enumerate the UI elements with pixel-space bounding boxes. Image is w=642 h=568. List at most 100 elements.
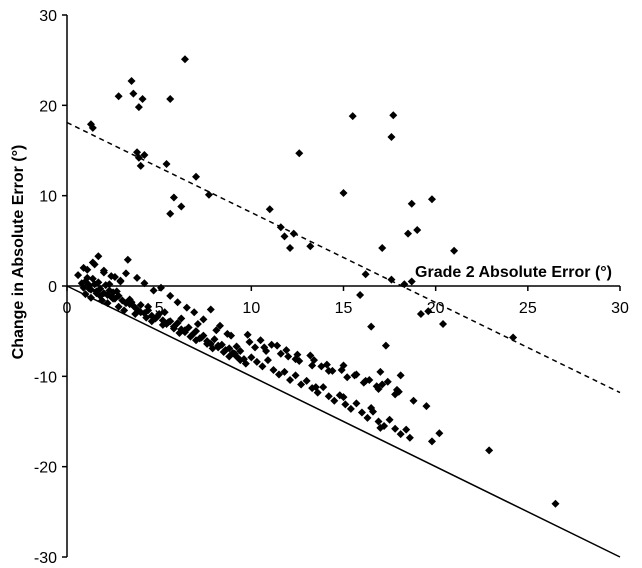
data-point: [133, 273, 142, 282]
data-point: [144, 302, 153, 311]
data-point: [114, 302, 123, 311]
data-point: [192, 336, 201, 345]
data-point: [322, 360, 331, 369]
data-point: [352, 399, 361, 408]
data-point: [324, 366, 333, 375]
data-point: [339, 188, 348, 197]
data-point: [368, 407, 377, 416]
data-point: [79, 263, 88, 272]
data-point: [88, 258, 97, 267]
data-point: [276, 349, 285, 358]
data-point: [166, 209, 175, 218]
data-point: [324, 392, 333, 401]
data-point: [245, 338, 254, 347]
data-point: [136, 161, 145, 170]
data-point: [380, 422, 389, 431]
data-point: [297, 380, 306, 389]
data-point: [343, 373, 352, 382]
data-point: [374, 384, 383, 393]
data-point: [129, 89, 138, 98]
data-point: [407, 277, 416, 286]
data-point: [280, 367, 289, 376]
data-point: [391, 424, 400, 433]
data-point: [227, 331, 236, 340]
y-tick-label: 10: [39, 189, 57, 206]
data-point: [153, 312, 162, 321]
data-point: [416, 310, 425, 319]
data-point: [284, 352, 293, 361]
data-point: [109, 294, 118, 303]
data-point: [258, 362, 267, 371]
data-point: [79, 283, 88, 292]
data-point: [105, 280, 114, 289]
data-point: [120, 306, 129, 315]
data-point: [94, 278, 103, 287]
data-point: [383, 377, 392, 386]
data-point: [169, 193, 178, 202]
data-point: [169, 324, 178, 333]
data-point: [177, 202, 186, 211]
data-point: [134, 153, 143, 162]
data-point: [335, 391, 344, 400]
data-point: [439, 319, 448, 328]
data-point: [219, 347, 228, 356]
data-point: [427, 195, 436, 204]
trend-lines: [66, 121, 621, 558]
x-tick-label: 5: [155, 300, 164, 317]
data-point: [206, 305, 215, 314]
data-point: [175, 328, 184, 337]
data-point: [387, 275, 396, 284]
x-tick-label: 25: [519, 300, 537, 317]
data-point: [190, 308, 199, 317]
data-point: [357, 408, 366, 417]
data-point: [337, 366, 346, 375]
data-point: [280, 232, 289, 241]
data-point: [147, 317, 156, 326]
data-point: [114, 92, 123, 101]
y-tick-label: 0: [48, 279, 57, 296]
x-axis-title: Grade 2 Absolute Error (°): [415, 264, 612, 281]
data-point: [274, 370, 283, 379]
dashed-trend-line: [66, 121, 621, 394]
data-point: [389, 111, 398, 120]
data-point: [140, 279, 149, 288]
data-point: [134, 103, 143, 112]
data-point: [197, 333, 206, 342]
data-point: [267, 340, 276, 349]
data-point: [192, 327, 201, 336]
data-point: [149, 286, 158, 295]
solid-reference-line: [66, 285, 621, 558]
data-point: [182, 303, 191, 312]
data-point: [247, 353, 256, 362]
data-point: [308, 361, 317, 370]
y-tick-label: -10: [34, 369, 57, 386]
data-point: [230, 349, 239, 358]
data-point: [308, 384, 317, 393]
data-point: [160, 308, 169, 317]
data-point: [212, 326, 221, 335]
data-point: [173, 319, 182, 328]
data-point: [127, 76, 136, 85]
data-point: [365, 375, 374, 384]
data-point: [295, 149, 304, 158]
data-point: [177, 314, 186, 323]
data-point: [413, 225, 422, 234]
data-point: [110, 272, 119, 281]
data-point: [359, 378, 368, 387]
data-point: [291, 355, 300, 364]
data-point: [427, 437, 436, 446]
data-point: [121, 269, 130, 278]
data-point: [409, 396, 418, 405]
data-point: [96, 284, 105, 293]
data-point: [142, 313, 151, 322]
data-point: [214, 341, 223, 350]
data-point: [435, 429, 444, 438]
data-point: [450, 246, 459, 255]
x-tick-label: 10: [242, 300, 260, 317]
data-point: [376, 367, 385, 376]
data-point: [83, 273, 92, 282]
data-point: [123, 255, 132, 264]
data-point: [157, 283, 166, 292]
data-point: [99, 266, 108, 275]
